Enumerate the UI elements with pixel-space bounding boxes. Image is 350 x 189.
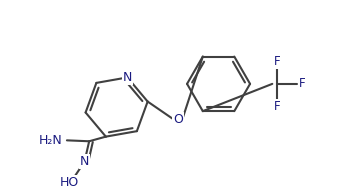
Text: N: N <box>123 71 132 84</box>
Text: H₂N: H₂N <box>38 134 62 147</box>
Text: HO: HO <box>60 176 79 189</box>
Text: O: O <box>173 113 183 125</box>
Text: N: N <box>80 155 89 168</box>
Text: F: F <box>274 55 280 68</box>
Text: F: F <box>274 100 280 113</box>
Text: F: F <box>299 77 305 90</box>
